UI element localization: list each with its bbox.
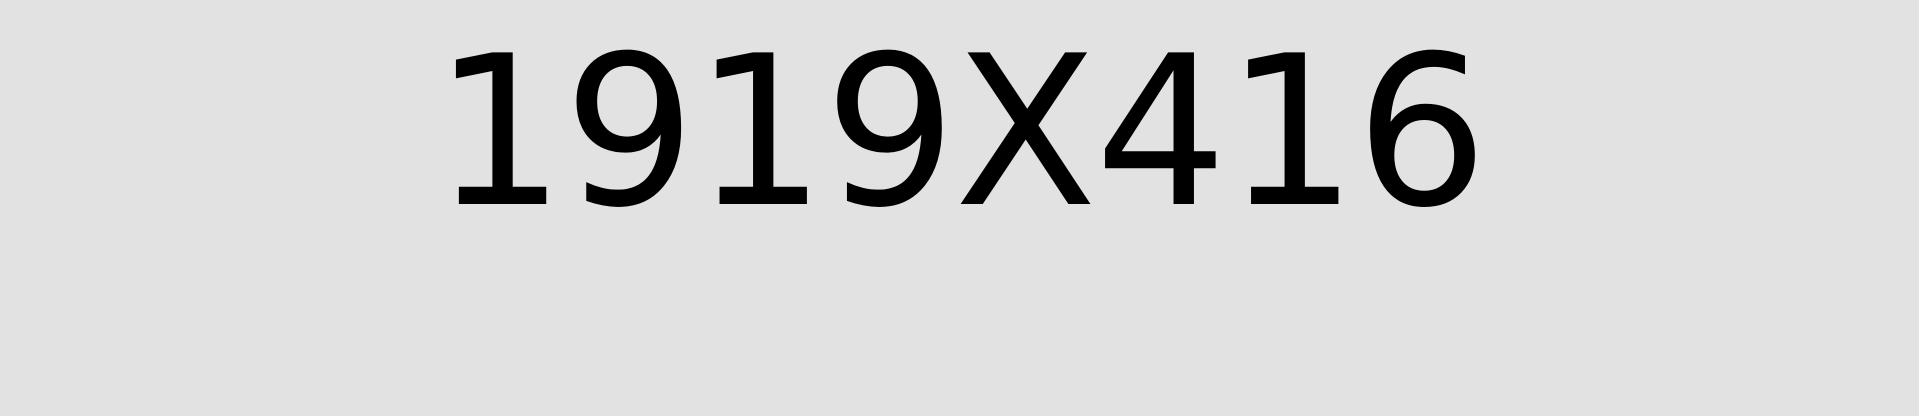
dimension-label: 1919X416 [433, 12, 1488, 254]
